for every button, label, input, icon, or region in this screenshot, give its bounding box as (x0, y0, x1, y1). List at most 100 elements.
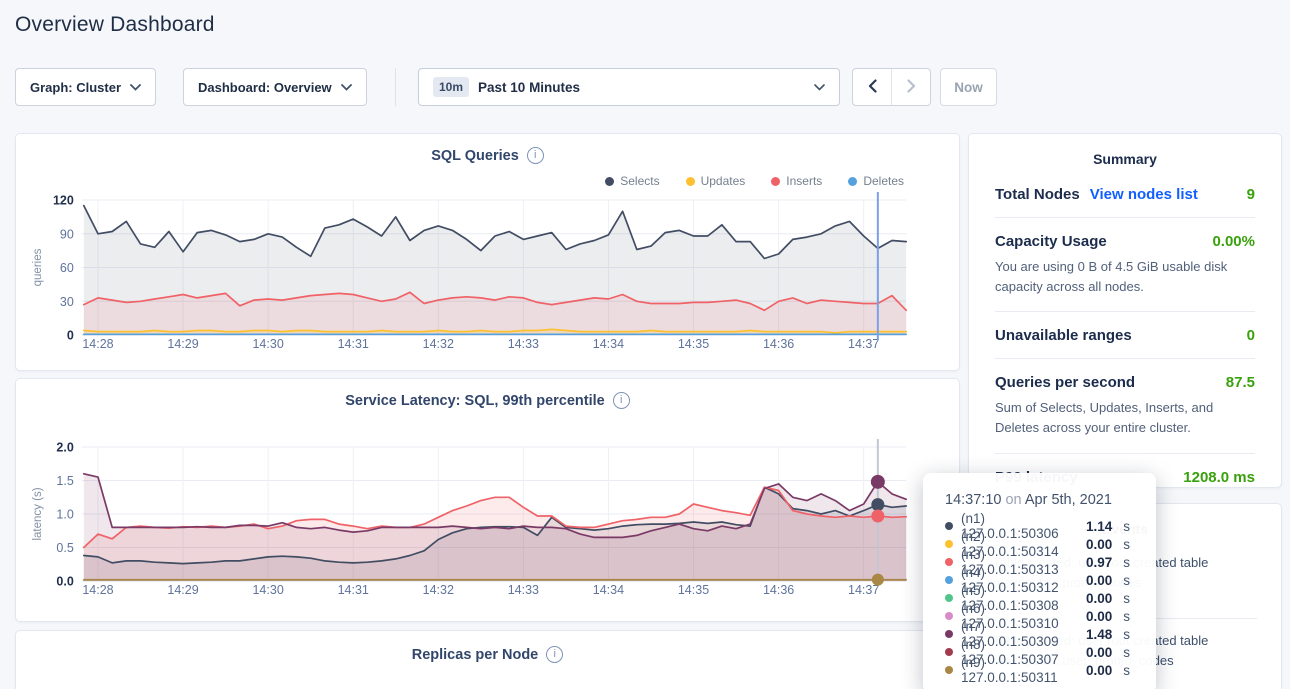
legend-item-deletes[interactable]: Deletes (848, 174, 904, 188)
time-range-dropdown[interactable]: 10m Past 10 Minutes (418, 68, 840, 106)
summary-row-total-nodes: Total Nodes View nodes list 9 (995, 171, 1255, 217)
summary-value: 0 (1247, 327, 1255, 344)
svg-text:14:33: 14:33 (508, 337, 539, 351)
chart-title-replicas-per-node: Replicas per Node (412, 647, 539, 663)
info-icon[interactable]: i (546, 646, 563, 663)
replicas-per-node-chart-card: Replicas per Node i (15, 630, 960, 689)
svg-text:1.5: 1.5 (56, 474, 73, 488)
tooltip-node-unit: s (1123, 537, 1136, 552)
svg-text:14:31: 14:31 (338, 583, 369, 597)
color-dot-icon (771, 177, 780, 186)
color-dot-icon (945, 630, 953, 638)
tooltip-node-value: 0.00 (1086, 609, 1112, 624)
tooltip-node-value: 0.97 (1086, 555, 1112, 570)
now-button[interactable]: Now (940, 68, 997, 106)
legend-label: Updates (701, 174, 746, 188)
svg-text:14:28: 14:28 (82, 337, 113, 351)
legend-item-updates[interactable]: Updates (686, 174, 746, 188)
svg-text:30: 30 (60, 295, 74, 309)
legend-label: Deletes (863, 174, 904, 188)
tooltip-node-unit: s (1123, 573, 1136, 588)
tooltip-node-unit: s (1123, 627, 1136, 642)
tooltip-node-value: 0.00 (1086, 645, 1112, 660)
svg-text:1.0: 1.0 (56, 508, 73, 522)
summary-row-queries-per-second: Queries per second 87.5 Sum of Selects, … (995, 358, 1255, 452)
graph-select-dropdown[interactable]: Graph: Cluster (15, 68, 156, 106)
page-title: Overview Dashboard (15, 13, 215, 37)
chart-hover-tooltip: 14:37:10 on Apr 5th, 2021 (n1) 127.0.0.1… (923, 473, 1156, 689)
time-pager (852, 68, 931, 106)
tooltip-node-value: 1.14 (1086, 519, 1112, 534)
svg-text:2.0: 2.0 (56, 441, 73, 455)
svg-text:14:36: 14:36 (763, 337, 794, 351)
svg-text:14:30: 14:30 (252, 337, 283, 351)
svg-text:14:29: 14:29 (167, 337, 198, 351)
next-time-window-button[interactable] (891, 69, 930, 105)
summary-title: Summary (969, 134, 1281, 167)
tooltip-node-label: (n9) 127.0.0.1:50311 (961, 655, 1078, 685)
chevron-down-icon (341, 84, 352, 91)
tooltip-node-unit: s (1123, 645, 1136, 660)
chevron-right-icon (907, 79, 916, 96)
svg-text:14:32: 14:32 (423, 337, 454, 351)
svg-text:14:35: 14:35 (678, 337, 709, 351)
tooltip-node-value: 0.00 (1086, 573, 1112, 588)
chevron-down-icon (814, 84, 825, 91)
tooltip-node-unit: s (1123, 555, 1136, 570)
chart-legend: Selects Updates Inserts Deletes (605, 174, 904, 188)
sql-queries-chart[interactable]: 030609012014:2814:2914:3014:3114:3214:33… (16, 134, 961, 372)
svg-text:14:28: 14:28 (82, 583, 113, 597)
chart-title-service-latency: Service Latency: SQL, 99th percentile (345, 393, 605, 409)
svg-text:14:30: 14:30 (252, 583, 283, 597)
chevron-left-icon (868, 79, 877, 96)
svg-text:14:33: 14:33 (508, 583, 539, 597)
color-dot-icon (945, 648, 953, 656)
info-icon[interactable]: i (613, 392, 630, 409)
svg-text:queries: queries (32, 248, 44, 286)
time-range-label: Past 10 Minutes (478, 80, 805, 95)
legend-label: Inserts (786, 174, 822, 188)
info-icon[interactable]: i (527, 147, 544, 164)
svg-text:14:34: 14:34 (593, 583, 624, 597)
summary-label: Total Nodes (995, 186, 1080, 203)
tooltip-node-unit: s (1123, 591, 1136, 606)
summary-row-unavailable-ranges: Unavailable ranges 0 (995, 311, 1255, 358)
summary-value: 9 (1247, 186, 1255, 203)
summary-row-capacity-usage: Capacity Usage 0.00% You are using 0 B o… (995, 217, 1255, 311)
svg-text:0: 0 (67, 329, 74, 343)
dashboard-select-label: Dashboard: Overview (198, 80, 332, 95)
svg-text:14:31: 14:31 (338, 337, 369, 351)
view-nodes-list-link[interactable]: View nodes list (1090, 186, 1198, 203)
summary-value: 87.5 (1226, 374, 1255, 391)
graph-select-label: Graph: Cluster (30, 80, 121, 95)
summary-value: 0.00% (1212, 233, 1255, 250)
summary-description: You are using 0 B of 4.5 GiB usable disk… (995, 257, 1255, 297)
chart-title-sql-queries: SQL Queries (431, 148, 519, 164)
dashboard-select-dropdown[interactable]: Dashboard: Overview (183, 68, 367, 106)
color-dot-icon (945, 594, 953, 602)
svg-text:60: 60 (60, 261, 74, 275)
svg-text:14:35: 14:35 (678, 583, 709, 597)
legend-item-selects[interactable]: Selects (605, 174, 659, 188)
summary-panel: Summary Total Nodes View nodes list 9 Ca… (968, 133, 1282, 488)
color-dot-icon (686, 177, 695, 186)
svg-text:14:37: 14:37 (848, 583, 879, 597)
svg-text:14:36: 14:36 (763, 583, 794, 597)
svg-text:14:29: 14:29 (167, 583, 198, 597)
toolbar-divider (395, 68, 396, 106)
summary-label: Unavailable ranges (995, 327, 1132, 344)
svg-text:0.0: 0.0 (56, 575, 73, 589)
tooltip-timestamp: 14:37:10 on Apr 5th, 2021 (945, 492, 1136, 508)
service-latency-chart[interactable]: 0.00.51.01.52.014:2814:2914:3014:3114:32… (16, 379, 961, 623)
tooltip-row: (n9) 127.0.0.1:503110.00s (945, 661, 1136, 679)
legend-item-inserts[interactable]: Inserts (771, 174, 822, 188)
tooltip-node-value: 0.00 (1086, 663, 1112, 678)
svg-text:0.5: 0.5 (56, 541, 73, 555)
legend-label: Selects (620, 174, 659, 188)
previous-time-window-button[interactable] (853, 69, 891, 105)
summary-value: 1208.0 ms (1183, 469, 1255, 486)
color-dot-icon (848, 177, 857, 186)
tooltip-node-unit: s (1123, 609, 1136, 624)
summary-label: Capacity Usage (995, 233, 1107, 250)
svg-text:120: 120 (53, 194, 74, 208)
